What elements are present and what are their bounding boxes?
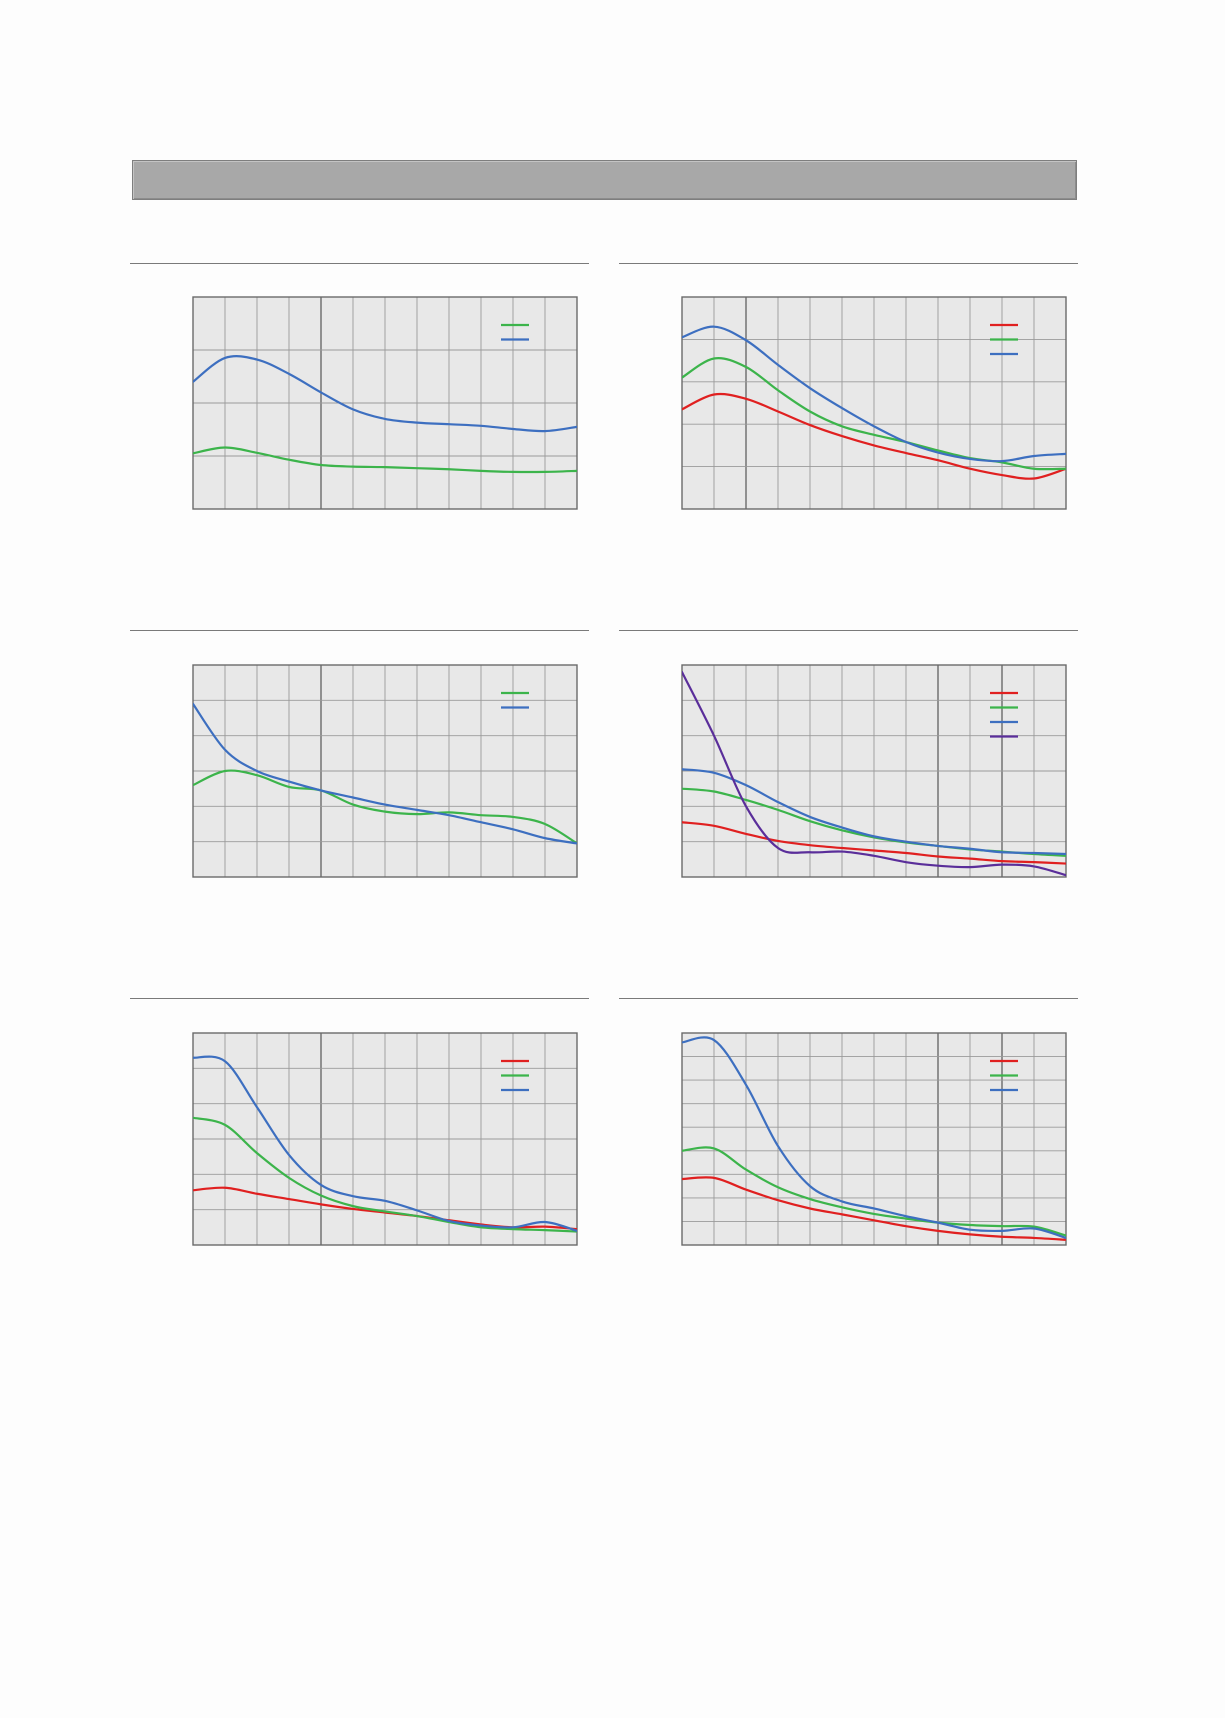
plot-border [192, 296, 578, 510]
series-line-1 [193, 769, 577, 845]
series-line-2 [193, 702, 577, 845]
panel-rule-2 [619, 263, 1078, 264]
chart-2 [681, 296, 1067, 510]
panel-rule-1 [130, 263, 589, 264]
chart-5 [192, 1032, 578, 1246]
series-line-4 [682, 670, 1066, 877]
panel-rule-5 [130, 998, 589, 999]
series-line-3 [682, 1036, 1066, 1240]
chart-4 [681, 664, 1067, 878]
panel-rule-4 [619, 630, 1078, 631]
series-line-3 [682, 768, 1066, 856]
panel-rule-3 [130, 630, 589, 631]
plot-border [681, 296, 1067, 510]
series-line-2 [193, 1116, 577, 1233]
series-line-2 [682, 1146, 1066, 1237]
panel-rule-6 [619, 998, 1078, 999]
series-line-1 [682, 1176, 1066, 1241]
series-line-2 [193, 355, 577, 433]
chart-6 [681, 1032, 1067, 1246]
series-line-1 [682, 392, 1066, 480]
series-line-3 [682, 325, 1066, 463]
series-line-1 [193, 446, 577, 474]
plot-border [681, 1032, 1067, 1246]
series-line-2 [682, 357, 1066, 471]
plot-border [681, 664, 1067, 878]
series-line-3 [193, 1055, 577, 1232]
series-line-1 [682, 821, 1066, 865]
section-header-bar [132, 160, 1077, 200]
chart-3 [192, 664, 578, 878]
chart-1 [192, 296, 578, 510]
plot-border [192, 1032, 578, 1246]
plot-border [192, 664, 578, 878]
